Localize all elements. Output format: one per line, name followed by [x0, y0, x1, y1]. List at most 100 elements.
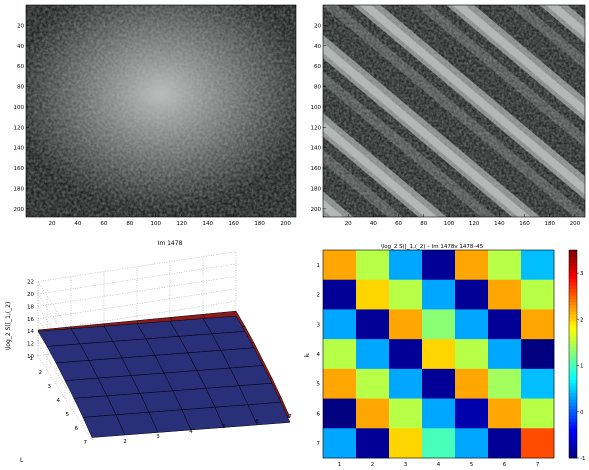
- col-tick-label: 1: [338, 462, 342, 466]
- y-tick-label: 40: [17, 44, 24, 50]
- heatmap-cell: [422, 309, 456, 340]
- colorbar-segment: [569, 363, 577, 368]
- heatmap-cell: [356, 309, 390, 340]
- heatmap-cell: [422, 368, 456, 399]
- x-tick-label: 120: [469, 221, 480, 227]
- colorbar-segment: [569, 435, 577, 439]
- heatmap-cell: [521, 398, 555, 429]
- colorbar-segment: [569, 373, 577, 378]
- colorbar-segment: [569, 406, 577, 410]
- row-tick-label: 3: [317, 322, 321, 328]
- y-tick-label: 80: [314, 85, 321, 91]
- x-tick-label: 140: [494, 221, 505, 227]
- heatmap-cell: [356, 250, 390, 281]
- colorbar-segment: [569, 256, 577, 261]
- colorbar-segment: [569, 311, 577, 316]
- colorbar-segment: [569, 302, 577, 306]
- col-tick-label: 6: [503, 462, 507, 466]
- heatmap-cell: [488, 428, 522, 459]
- col-tick-label: 4: [437, 462, 441, 466]
- colorbar-segment: [569, 269, 577, 274]
- colorbar-segment: [569, 448, 577, 452]
- y-tick-label: 60: [17, 64, 24, 70]
- colorbar-segment: [569, 253, 577, 257]
- z-tick-label: 22: [27, 280, 34, 286]
- colorbar-segment: [569, 292, 577, 296]
- colorbar-segment: [569, 279, 577, 283]
- colorbar-segment: [569, 399, 577, 404]
- y-tick-label: 100: [311, 105, 322, 111]
- heatmap-cell: [488, 339, 522, 370]
- heatmap-cell: [521, 250, 555, 281]
- heatmap-cell: [422, 398, 456, 429]
- colorbar-segment: [569, 328, 577, 332]
- heatmap-cell: [389, 339, 423, 370]
- heatmap-cell: [389, 279, 423, 310]
- colorbar-segment: [569, 259, 577, 264]
- heatmap-svg: \log_2 S([_1,(_2) – Im 1478v 1478–45 ⱡ₁ …: [304, 244, 585, 468]
- y-tick-label: 120: [311, 125, 322, 131]
- colorbar-segment: [569, 409, 577, 413]
- colorbar-segment: [569, 415, 577, 420]
- surface-mesh: [37, 310, 291, 438]
- x-tick-label: 100: [444, 221, 455, 227]
- heatmap-cell: [356, 339, 390, 370]
- j-tick-label: 4: [189, 429, 193, 435]
- heatmap-title: \log_2 S([_1,(_2) – Im 1478v 1478–45: [381, 244, 484, 250]
- j-tick-label: 5: [222, 424, 226, 430]
- heatmap-cell: [422, 250, 456, 281]
- z-tick-label: 14: [27, 329, 34, 335]
- colorbar-segment: [569, 305, 577, 309]
- colorbar-tick-label: 2: [580, 317, 584, 323]
- colorbar-segment: [569, 438, 577, 443]
- heatmap-cell: [422, 339, 456, 370]
- j-tick-label: 2: [123, 439, 127, 445]
- colorbar-tick-label: 1: [580, 364, 584, 370]
- colorbar-segment: [569, 389, 577, 394]
- heatmap-cell: [389, 368, 423, 399]
- y-tick-label: 120: [14, 125, 25, 131]
- texture-panel-a-svg: 20 40 60 80 100 120 140 160 180 200 20 40 60 80 100 120…: [14, 4, 297, 227]
- colorbar-segment: [569, 350, 577, 355]
- x-tick-label: 60: [100, 221, 107, 227]
- heatmap-cell: [323, 428, 357, 459]
- y-tick-label: 100: [14, 105, 25, 111]
- x-tick-label: 120: [177, 221, 188, 227]
- x-tick-label: 160: [228, 221, 239, 227]
- colorbar-tick-label: 3: [580, 271, 584, 277]
- j-tick-label: 3: [156, 434, 160, 440]
- colorbar-segment: [569, 298, 577, 303]
- texture-b-ticks: 20 40 60 80 100 120 140 160 180 200 20 40 60 80 100 120…: [311, 4, 586, 227]
- heatmap-cell: [356, 279, 390, 310]
- heatmap-cell: [488, 279, 522, 310]
- colorbar-segment: [569, 337, 577, 342]
- texture-frame: [25, 4, 297, 218]
- heatmap-cell: [323, 279, 357, 310]
- colorbar-segment: [569, 383, 577, 387]
- colorbar-segment: [569, 321, 577, 326]
- colorbar-segment: [569, 367, 577, 371]
- colorbar-segment: [569, 393, 577, 397]
- surface-zlabel: \log_2 S([_1,(_2): [5, 302, 12, 351]
- colorbar-segment: [569, 445, 577, 449]
- l-tick-label: 5: [66, 412, 70, 418]
- texture-grain-a: [26, 5, 296, 217]
- colorbar-segment: [569, 376, 577, 381]
- heatmap-cell: [488, 368, 522, 399]
- heatmap-cell: [356, 428, 390, 459]
- texture-panel-a: 20 40 60 80 100 120 140 160 180 200 20 40 60 80 100 120…: [0, 0, 300, 240]
- heatmap-cell: [323, 250, 357, 281]
- colorbar-segment: [569, 402, 577, 407]
- heatmap-cell: [521, 279, 555, 310]
- colorbar-segment: [569, 347, 577, 352]
- col-tick-label: 2: [371, 462, 375, 466]
- surface-l-label: L: [20, 457, 24, 464]
- x-tick-label: 140: [202, 221, 213, 227]
- colorbar-segment: [569, 266, 577, 270]
- colorbar-tick-label: -1: [580, 456, 585, 462]
- colorbar-segment: [569, 412, 577, 417]
- y-tick-label: 200: [14, 207, 25, 213]
- heatmap-cell: [356, 398, 390, 429]
